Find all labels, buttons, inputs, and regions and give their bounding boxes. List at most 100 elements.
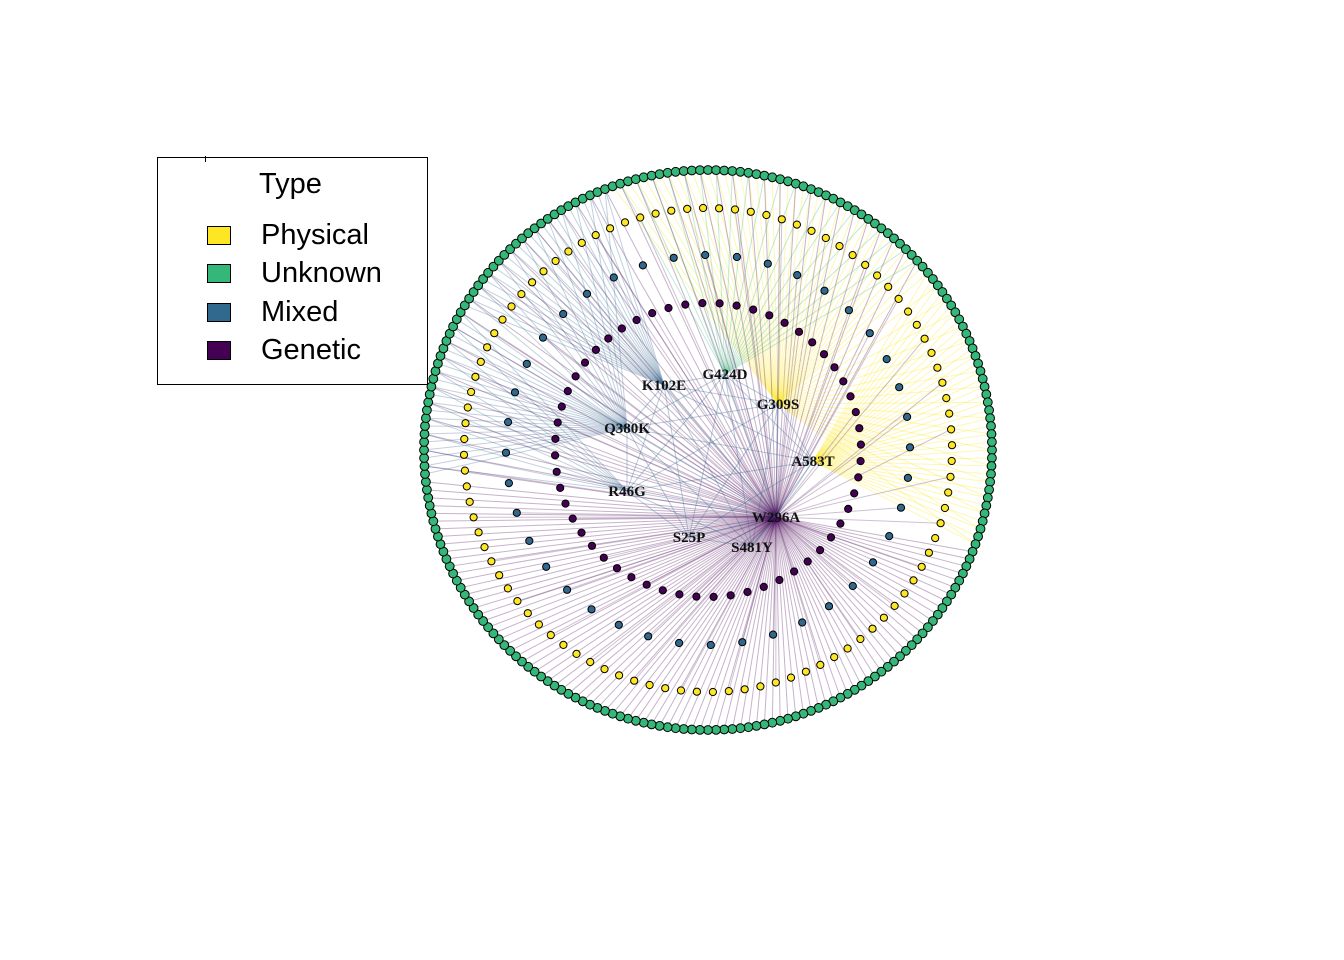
edge xyxy=(425,425,628,429)
genetic-ring-node xyxy=(568,514,577,523)
edge xyxy=(521,238,628,429)
outer-node xyxy=(686,724,697,735)
edge xyxy=(663,384,814,462)
hub-label: R46G xyxy=(608,484,646,500)
outer-node xyxy=(986,469,996,479)
genetic-ring-node xyxy=(553,418,562,427)
edge xyxy=(777,189,812,405)
physical-ring-node xyxy=(786,673,796,682)
physical-ring-node xyxy=(835,242,844,251)
edge xyxy=(775,195,827,518)
edge xyxy=(724,260,918,375)
edge xyxy=(775,516,789,719)
edge xyxy=(775,516,943,609)
edge xyxy=(775,516,929,628)
genetic-ring-node xyxy=(780,318,789,327)
outer-node xyxy=(459,300,470,311)
outer-node xyxy=(505,244,516,255)
physical-ring-node xyxy=(480,543,489,552)
edge xyxy=(724,172,749,375)
edge xyxy=(567,205,665,386)
edge xyxy=(812,460,983,522)
edge xyxy=(775,331,800,518)
genetic-ring-node xyxy=(830,363,839,372)
edge xyxy=(626,460,814,492)
mixed-ring-node xyxy=(559,309,568,319)
edge xyxy=(812,348,973,462)
edge xyxy=(775,516,820,709)
edge xyxy=(527,516,777,668)
mixed-ring-node xyxy=(903,412,912,421)
edge xyxy=(777,311,956,405)
edge xyxy=(626,373,726,492)
genetic-ring-node xyxy=(826,533,836,542)
genetic-ring-node xyxy=(856,440,866,449)
mixed-ring-node xyxy=(501,448,511,457)
edge xyxy=(775,333,871,518)
genetic-ring-node xyxy=(557,402,566,411)
edge xyxy=(452,326,628,492)
mixed-ring-node xyxy=(522,359,531,368)
edge xyxy=(663,373,726,386)
edge xyxy=(424,427,628,467)
outer-node xyxy=(876,223,887,234)
edge xyxy=(812,449,993,462)
edge xyxy=(542,337,777,518)
physical-ring-node xyxy=(546,631,555,640)
edge xyxy=(540,223,665,386)
edge xyxy=(424,433,628,492)
mixed-ring-node xyxy=(644,632,653,641)
edge xyxy=(604,188,665,386)
edge xyxy=(517,516,777,602)
edge xyxy=(487,516,777,628)
edge xyxy=(651,175,726,375)
outer-node xyxy=(942,596,952,607)
physical-ring-node xyxy=(551,256,560,266)
physical-ring-node xyxy=(931,534,940,543)
physical-ring-node xyxy=(830,653,839,662)
edge xyxy=(560,209,777,518)
outer-node xyxy=(735,723,746,734)
edge xyxy=(812,378,983,462)
edge xyxy=(775,516,918,640)
outer-node xyxy=(863,214,874,224)
physical-ring-node xyxy=(615,671,624,680)
edge xyxy=(731,170,777,518)
outer-node xyxy=(424,500,435,511)
outer-node xyxy=(981,500,992,511)
outer-node xyxy=(529,223,540,234)
genetic-ring-node xyxy=(612,564,622,573)
physical-ring-node xyxy=(495,571,504,580)
edge xyxy=(440,355,777,518)
mixed-ring-node xyxy=(504,479,513,488)
edge xyxy=(777,403,989,499)
genetic-ring-node xyxy=(854,473,863,482)
edge xyxy=(812,272,929,462)
edge xyxy=(777,298,948,405)
edge xyxy=(775,428,952,518)
physical-ring-node xyxy=(946,472,955,481)
edge xyxy=(775,416,908,518)
edge xyxy=(777,210,856,405)
physical-ring-node xyxy=(462,482,471,491)
edge xyxy=(509,248,665,386)
edge xyxy=(772,516,777,635)
outer-node xyxy=(735,166,746,177)
edge xyxy=(775,183,797,518)
edge xyxy=(704,254,777,518)
physical-ring-node xyxy=(467,387,476,397)
physical-ring-node xyxy=(465,497,474,506)
outer-node xyxy=(662,722,673,733)
physical-ring-node xyxy=(507,302,516,311)
legend: Type Physical Unknown Mixed Genetic xyxy=(157,156,428,385)
physical-ring-node xyxy=(577,238,586,247)
edge xyxy=(477,285,628,429)
edge xyxy=(626,373,726,429)
genetic-ring-node xyxy=(715,299,724,308)
edge xyxy=(812,425,992,462)
edge xyxy=(812,340,970,462)
edge xyxy=(741,516,777,643)
genetic-ring-node xyxy=(563,387,572,396)
edge xyxy=(560,210,628,429)
edge xyxy=(724,195,827,375)
